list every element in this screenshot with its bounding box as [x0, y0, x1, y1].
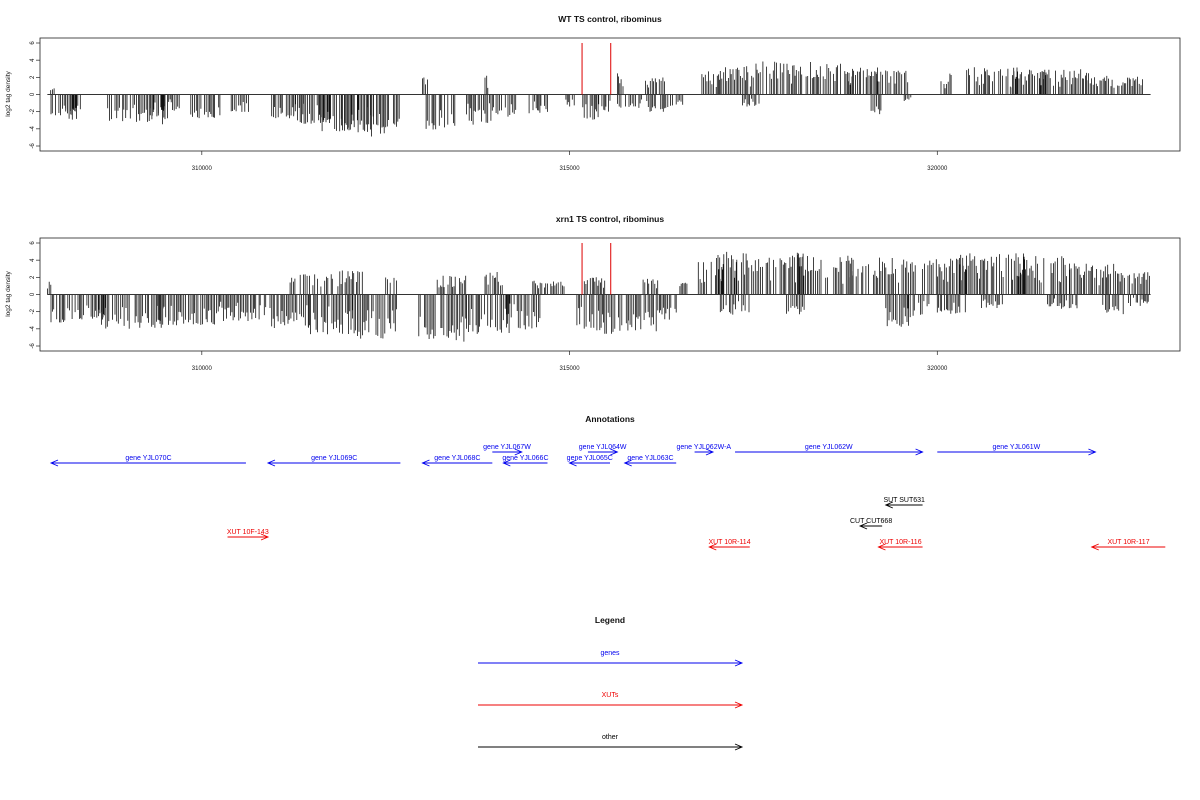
annotations-track: Annotations gene YJL070C gene YJL069C gene… — [49, 414, 1166, 551]
feature-gene-yjl062w: gene YJL062W — [735, 444, 924, 456]
feature-xut-10r-116: XUT 10R-116 — [877, 539, 923, 551]
legend-label: XUTs — [602, 692, 619, 699]
x-tick-label: 315000 — [560, 366, 581, 372]
feature-cut-cut668: CUT CUT668 — [850, 518, 892, 530]
legend-entry-genes: genes — [478, 650, 744, 667]
y-tick-label: 4 — [30, 258, 36, 262]
xrn1-y-axis-label: log2 tag density — [5, 270, 12, 316]
feature-label: XUT 10R-117 — [1107, 539, 1149, 546]
x-tick-label: 310000 — [192, 166, 213, 172]
feature-label: XUT 10F-143 — [227, 529, 269, 536]
y-tick-label: 2 — [30, 75, 36, 79]
xrn1-panel-title: xrn1 TS control, ribominus — [556, 214, 664, 224]
feature-gene-yjl070c: gene YJL070C — [49, 455, 246, 467]
y-tick-label: -2 — [30, 308, 36, 314]
y-tick-label: 0 — [30, 292, 36, 296]
feature-xut-10r-117: XUT 10R-117 — [1090, 539, 1166, 551]
density-bars — [50, 61, 1143, 137]
y-tick-label: -2 — [30, 108, 36, 114]
legend-entry-xuts: XUTs — [478, 692, 744, 709]
y-tick-label: 0 — [30, 92, 36, 96]
density-bars — [47, 251, 1150, 342]
feature-xut-10r-114: XUT 10R-114 — [708, 539, 751, 551]
feature-label: gene YJL068C — [434, 455, 480, 462]
feature-label: SUT SUT631 — [883, 497, 925, 504]
feature-label: gene YJL069C — [311, 455, 357, 462]
y-tick-label: -4 — [30, 126, 36, 132]
feature-label: gene YJL064W — [579, 444, 627, 451]
xrn1-density-panel: xrn1 TS control, ribominus log2 tag dens… — [5, 214, 1181, 372]
feature-label: gene YJL062W — [805, 444, 853, 451]
feature-label: XUT 10R-114 — [708, 539, 750, 546]
feature-label: gene YJL062W-A — [676, 444, 731, 451]
feature-xut-10f-143: XUT 10F-143 — [227, 529, 270, 541]
y-tick-label: 4 — [30, 58, 36, 62]
legend: Legend genes XUTs other — [478, 615, 744, 751]
feature-label: gene YJL065C — [567, 455, 613, 462]
x-tick-label: 315000 — [560, 166, 581, 172]
xrn1-plot-area: -6 -4 -2 0 2 4 6 310000 315000 320000 — [30, 237, 1181, 372]
x-tick-label: 320000 — [927, 166, 948, 172]
legend-title: Legend — [595, 615, 625, 625]
feature-layer: gene YJL070C gene YJL069C gene YJL068Cgene… — [49, 444, 1166, 551]
feature-gene-yjl062w-a: gene YJL062W-A — [676, 444, 731, 456]
wt-panel-title: WT TS control, ribominus — [558, 14, 662, 24]
feature-label: gene YJL070C — [125, 455, 171, 462]
feature-gene-yjl061w: gene YJL061W — [937, 444, 1097, 456]
y-tick-label: -6 — [30, 343, 36, 349]
feature-gene-yjl067w: gene YJL067W — [483, 444, 531, 456]
y-tick-label: -4 — [30, 326, 36, 332]
wt-y-axis-label: log2 tag density — [5, 70, 12, 116]
feature-gene-yjl065c: gene YJL065C — [567, 455, 613, 467]
wt-density-panel: WT TS control, ribominus log2 tag densit… — [5, 14, 1181, 172]
legend-entries: genes XUTs other — [478, 650, 744, 751]
feature-label: CUT CUT668 — [850, 518, 892, 525]
feature-gene-yjl068c: gene YJL068C — [421, 455, 493, 467]
feature-label: gene YJL061W — [992, 444, 1040, 451]
feature-gene-yjl066c: gene YJL066C — [502, 455, 549, 467]
legend-label: other — [602, 734, 619, 741]
legend-label: genes — [600, 650, 620, 657]
annotations-title: Annotations — [585, 414, 635, 424]
feature-label: XUT 10R-116 — [879, 539, 921, 546]
y-tick-label: -6 — [30, 143, 36, 149]
y-tick-label: 6 — [30, 41, 36, 45]
feature-gene-yjl064w: gene YJL064W — [579, 444, 627, 456]
feature-label: gene YJL066C — [502, 455, 548, 462]
y-tick-label: 6 — [30, 241, 36, 245]
feature-gene-yjl063c: gene YJL063C — [623, 455, 677, 467]
feature-label: gene YJL063C — [627, 455, 673, 462]
x-tick-label: 310000 — [192, 366, 213, 372]
legend-entry-other: other — [478, 734, 744, 751]
feature-label: gene YJL067W — [483, 444, 531, 451]
wt-plot-area: -6 -4 -2 0 2 4 6 310000 315000 320000 — [30, 37, 1181, 172]
feature-gene-yjl069c: gene YJL069C — [266, 455, 401, 467]
x-tick-label: 320000 — [927, 366, 948, 372]
feature-sut-sut631: SUT SUT631 — [883, 497, 925, 509]
y-tick-label: 2 — [30, 275, 36, 279]
